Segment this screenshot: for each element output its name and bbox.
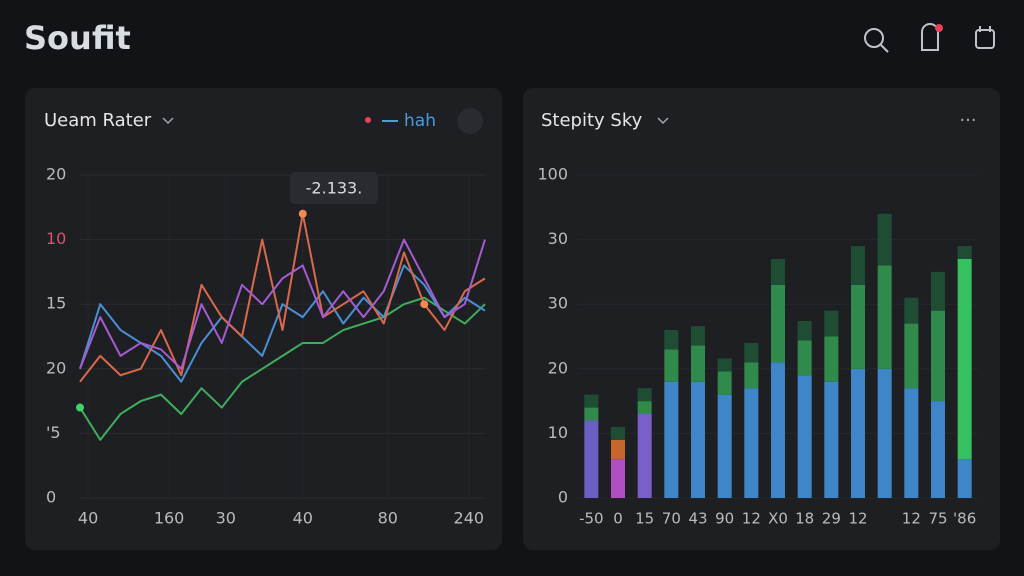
bar-segment (744, 388, 759, 498)
y-tick-label: 20 (46, 358, 66, 377)
y-tick-label: 30 (548, 294, 568, 313)
tooltip-text: -2.133. (306, 179, 363, 198)
bar-segment (851, 284, 865, 369)
line-series (79, 296, 486, 441)
bar-segment (584, 394, 599, 408)
legend-label: hah (404, 111, 436, 131)
x-tick-label: 90 (715, 510, 734, 528)
x-tick-label: 75 (928, 510, 947, 528)
menu-button[interactable] (457, 108, 483, 134)
y-tick-label: 10 (548, 423, 568, 442)
bar-segment (931, 401, 945, 498)
y-tick-label: '5 (46, 423, 61, 442)
bar-segment (904, 297, 919, 324)
bar-segment (824, 381, 839, 498)
x-tick-label: 40 (293, 509, 313, 528)
point-marker (76, 403, 84, 412)
app-title: Soufit (24, 19, 131, 57)
line-series (79, 212, 486, 383)
bar-segment (717, 358, 732, 372)
bar-segment (931, 310, 945, 402)
bar-segment (691, 381, 705, 498)
bar-segment (664, 381, 679, 498)
bar-segment (717, 394, 732, 498)
x-tick-label: 18 (795, 510, 814, 528)
bar-segment (877, 368, 892, 498)
bar-segment (904, 388, 919, 498)
x-tick-label: 30 (216, 509, 236, 528)
bar-segment (797, 320, 812, 341)
bar-segment (877, 213, 892, 266)
tooltip-box (290, 172, 378, 204)
y-tick-label: 0 (46, 488, 56, 507)
bar-segment (717, 371, 732, 395)
bar-segment (904, 323, 919, 389)
x-tick-label: 80 (378, 509, 398, 528)
point-marker (420, 300, 429, 309)
bar-segment (637, 401, 652, 415)
bar-segment (824, 336, 839, 382)
y-tick-label: 0 (558, 488, 568, 507)
panel-title[interactable]: Stepity Sky (541, 110, 643, 131)
bar-segment (744, 362, 759, 389)
x-tick-label: -50 (579, 510, 604, 528)
x-tick-label: 15 (635, 510, 654, 528)
y-tick-label: 20 (548, 358, 568, 377)
x-tick-label: 43 (688, 510, 707, 528)
bar-segment (611, 459, 625, 498)
panel-title[interactable]: Ueam Rater (44, 110, 152, 131)
bar-segment (957, 459, 972, 498)
x-tick-label: 12 (742, 510, 761, 528)
bar-segment (931, 271, 945, 311)
line-series (79, 238, 486, 370)
calendar-icon[interactable] (975, 26, 995, 49)
bar-segment (691, 326, 705, 346)
y-tick-label: 30 (548, 229, 568, 248)
bar-segment (851, 246, 865, 285)
bar-segment (691, 345, 705, 382)
panel (25, 88, 502, 550)
line-series (79, 264, 486, 383)
bar-segment (824, 310, 839, 337)
x-tick-label: 240 (454, 509, 485, 528)
x-tick-label: 12 (902, 510, 921, 528)
x-tick-label: 40 (78, 509, 98, 528)
y-tick-label: 15 (46, 294, 66, 313)
bar-segment (744, 342, 759, 363)
y-tick-label: 20 (46, 165, 66, 184)
x-tick-label: 160 (154, 509, 185, 528)
bar-segment (611, 439, 625, 460)
x-tick-label: '86 (953, 510, 976, 528)
bar-segment (797, 375, 812, 498)
notifications-icon[interactable] (921, 23, 943, 51)
bar-segment (637, 414, 652, 498)
y-tick-label: 10 (46, 229, 66, 248)
legend-dot (365, 117, 371, 123)
x-tick-label: X0 (768, 510, 788, 528)
bar-segment (771, 284, 785, 363)
x-tick-label: 29 (822, 510, 841, 528)
x-tick-label: 12 (848, 510, 867, 528)
bar-segment (771, 362, 785, 498)
bar-segment (797, 340, 812, 376)
bar-segment (877, 265, 892, 369)
more-button[interactable]: ··· (959, 110, 976, 131)
y-tick-label: 100 (537, 165, 568, 184)
x-tick-label: 70 (662, 510, 681, 528)
bar-segment (664, 330, 679, 350)
bar-segment (957, 258, 972, 460)
bar-segment (611, 426, 625, 440)
x-tick-label: 0 (613, 510, 623, 528)
search-icon[interactable] (864, 28, 889, 53)
bar-segment (637, 388, 652, 402)
bar-segment (584, 420, 599, 498)
bar-segment (664, 349, 679, 382)
bar-segment (584, 407, 599, 421)
bar-segment (957, 246, 972, 259)
point-marker (298, 209, 307, 218)
bar-segment (851, 368, 865, 498)
bar-segment (771, 258, 785, 285)
